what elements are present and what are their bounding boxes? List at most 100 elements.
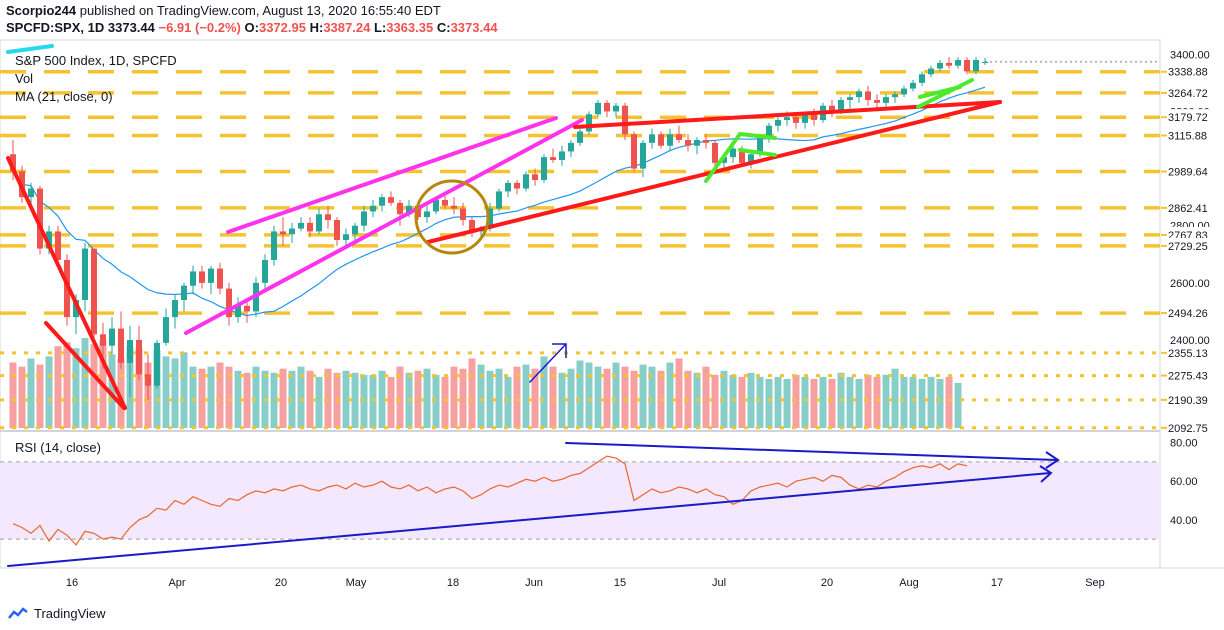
rsi-band <box>0 461 1160 540</box>
level-label-bg <box>1161 237 1224 254</box>
flag-line-2 <box>738 148 777 157</box>
candle-body <box>127 340 133 363</box>
candle-body <box>316 214 322 232</box>
volume-bar <box>864 374 872 428</box>
volume-bar <box>846 376 854 428</box>
candle-body <box>892 94 898 98</box>
candle-body <box>208 268 214 283</box>
channel-upper-line <box>226 116 558 234</box>
volume-bar <box>603 368 611 428</box>
volume-bar <box>306 370 314 428</box>
volume-bar <box>207 366 215 428</box>
candle-body <box>640 142 646 169</box>
time-tick-label: May <box>346 577 367 589</box>
volume-bar <box>675 358 683 428</box>
volume-bar <box>558 372 566 428</box>
candle-body <box>469 220 475 232</box>
cyan-marker <box>6 44 54 54</box>
volume-bar <box>900 376 908 428</box>
volume-bar <box>522 364 530 428</box>
rsi-legend: RSI (14, close) <box>15 440 101 455</box>
rsi-tick-label: 40.00 <box>1170 515 1198 527</box>
level-label: 2862.41 <box>1168 203 1208 215</box>
rsi-tick-label: 80.00 <box>1170 438 1198 450</box>
level-label: 2275.43 <box>1168 371 1208 383</box>
candle-body <box>352 225 358 235</box>
candle-body <box>604 102 610 112</box>
volume-bar <box>747 372 755 428</box>
volume-bar <box>954 383 962 428</box>
candle-body <box>658 134 664 146</box>
candle-body <box>496 191 502 209</box>
volume-bar <box>945 376 953 428</box>
candle-body <box>694 140 700 146</box>
volume-bar <box>486 370 494 428</box>
level-label-bg <box>1161 63 1224 80</box>
candle-body <box>172 300 178 318</box>
tradingview-footer[interactable]: TradingView <box>8 606 106 621</box>
volume-bar <box>297 366 305 428</box>
volume-bar <box>450 366 458 428</box>
rsi-lower-arrowhead <box>1039 465 1053 483</box>
low-label: L: <box>373 20 387 35</box>
candle-body <box>325 214 331 220</box>
author-name[interactable]: Scorpio244 <box>6 3 77 18</box>
candle-body <box>595 102 601 115</box>
volume-bar <box>927 376 935 428</box>
candle-body <box>649 134 655 143</box>
volume-bar <box>342 370 350 428</box>
candle-body <box>136 340 142 375</box>
candle-body <box>343 234 349 240</box>
volume-bar <box>72 348 80 428</box>
level-label-bg <box>1161 305 1224 322</box>
volume-bar <box>189 366 197 428</box>
volume-bar <box>18 366 26 428</box>
volume-bar <box>810 378 818 428</box>
high-label: H: <box>309 20 324 35</box>
volume-bar <box>531 368 539 428</box>
candle-body <box>541 157 547 180</box>
candle-body <box>415 205 421 218</box>
time-tick-label: 18 <box>447 577 459 589</box>
level-label-bg <box>1161 163 1224 180</box>
volume-bar <box>324 368 332 428</box>
candle-body <box>370 205 376 212</box>
candle-body <box>721 157 727 163</box>
change: −6.91 (−0.2%) <box>158 20 241 35</box>
candle-body <box>685 140 691 146</box>
candle-body <box>730 148 736 158</box>
high-value: 3387.24 <box>323 20 371 35</box>
volume-bar <box>108 354 116 428</box>
candle-body <box>361 211 367 226</box>
volume-bar <box>936 378 944 428</box>
candle-body <box>748 154 754 163</box>
volume-bar <box>774 376 782 428</box>
price-tick-label: 3400.00 <box>1170 49 1210 61</box>
candle-body <box>676 134 682 140</box>
candle-body <box>163 317 169 343</box>
volume-bar <box>45 356 53 428</box>
volume-bar <box>585 362 593 428</box>
volume-bar <box>414 370 422 428</box>
volume-bar <box>612 362 620 428</box>
level-label-bg <box>1161 391 1224 408</box>
candle-body <box>955 60 961 66</box>
candle-body <box>82 248 88 300</box>
candle-body <box>28 188 34 198</box>
volume-bar <box>495 368 503 428</box>
rsi-upper-arrowhead <box>1045 451 1060 469</box>
volume-bar <box>54 346 62 428</box>
volume-bar <box>783 378 791 428</box>
candle-body <box>667 134 673 146</box>
level-label: 2092.75 <box>1168 423 1208 435</box>
candle-body <box>46 231 52 249</box>
candle-body <box>937 62 943 69</box>
candle-body <box>298 222 304 229</box>
level-label: 3115.88 <box>1168 130 1207 142</box>
volume-bar <box>369 374 377 428</box>
candle-body <box>442 200 448 206</box>
volume-bar <box>801 376 809 428</box>
downtrend-line <box>6 156 127 410</box>
volume-bar <box>234 370 242 428</box>
